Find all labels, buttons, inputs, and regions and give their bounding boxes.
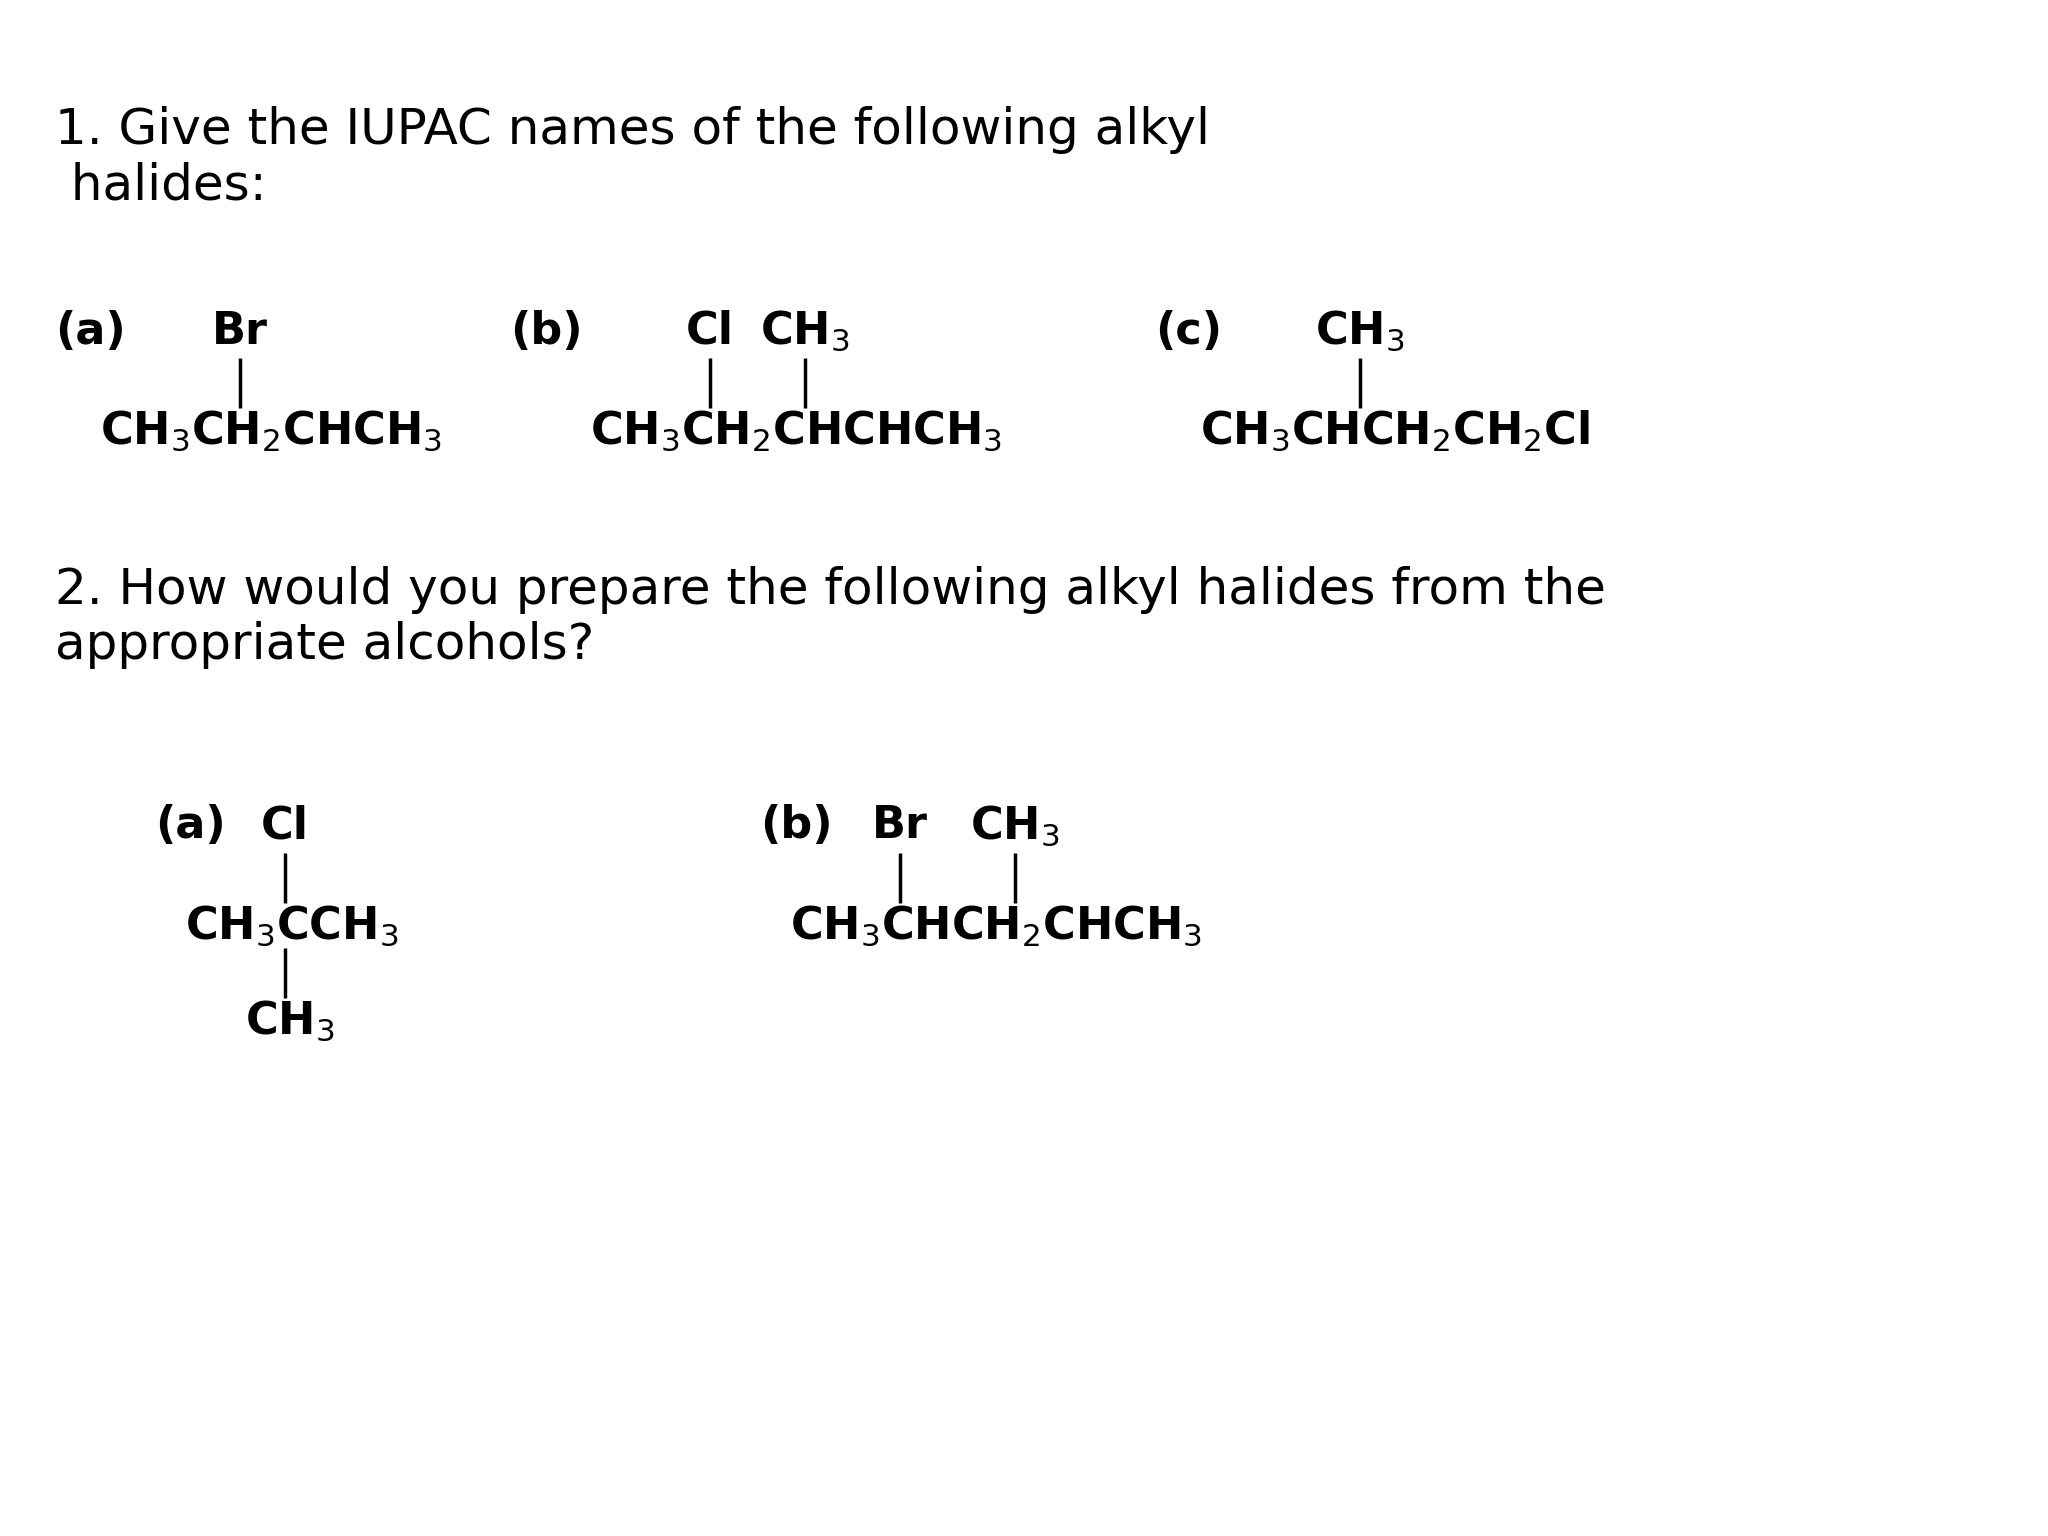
Text: CH$_3$: CH$_3$: [760, 309, 850, 353]
Text: CH$_3$CH$_2$CHCHCH$_3$: CH$_3$CH$_2$CHCHCH$_3$: [590, 409, 1001, 453]
Text: Br: Br: [213, 309, 268, 352]
Text: CH$_3$: CH$_3$: [1315, 309, 1405, 353]
Text: (a): (a): [156, 805, 225, 848]
Text: appropriate alcohols?: appropriate alcohols?: [55, 621, 594, 670]
Text: (b): (b): [510, 309, 582, 352]
Text: (b): (b): [760, 805, 834, 848]
Text: CH$_3$CH$_2$CHCH$_3$: CH$_3$CH$_2$CHCH$_3$: [100, 409, 442, 453]
Text: CH$_3$: CH$_3$: [246, 998, 334, 1043]
Text: (a): (a): [55, 309, 125, 352]
Text: Br: Br: [872, 805, 928, 848]
Text: CH$_3$CHCH$_2$CH$_2$Cl: CH$_3$CHCH$_2$CH$_2$Cl: [1200, 409, 1589, 453]
Text: CH$_3$CHCH$_2$CHCH$_3$: CH$_3$CHCH$_2$CHCH$_3$: [791, 903, 1202, 948]
Text: Cl: Cl: [686, 309, 733, 352]
Text: CH$_3$: CH$_3$: [971, 803, 1059, 848]
Text: halides:: halides:: [55, 161, 266, 209]
Text: 2. How would you prepare the following alkyl halides from the: 2. How would you prepare the following a…: [55, 565, 1606, 614]
Text: Cl: Cl: [260, 805, 309, 848]
Text: (c): (c): [1155, 309, 1223, 352]
Text: CH$_3$CCH$_3$: CH$_3$CCH$_3$: [184, 903, 399, 948]
Text: 1. Give the IUPAC names of the following alkyl: 1. Give the IUPAC names of the following…: [55, 106, 1210, 154]
